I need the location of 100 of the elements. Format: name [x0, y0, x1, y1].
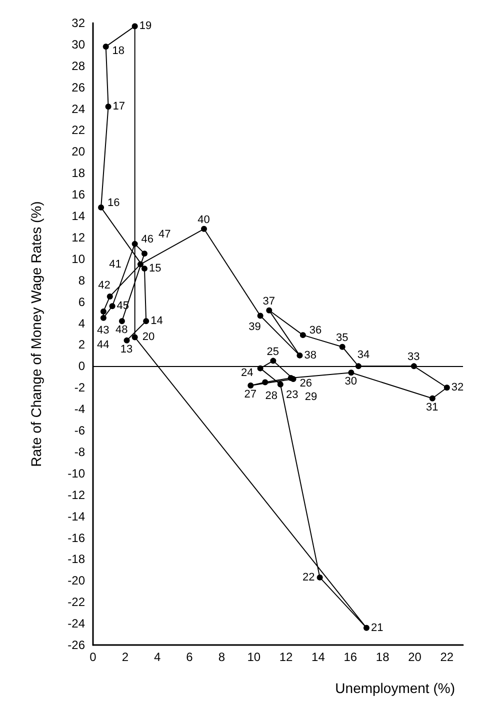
annotation: 38 [304, 349, 316, 362]
y-tick-label: -2 [74, 380, 86, 395]
y-tick-label: 30 [72, 37, 86, 52]
point [118, 318, 125, 324]
annotation: 33 [408, 351, 420, 364]
x-tick-label: 22 [440, 650, 454, 664]
annotation: 25 [266, 346, 280, 358]
point [141, 250, 148, 257]
x-tick-label: 18 [376, 650, 390, 664]
annotation: 41 [109, 258, 122, 270]
y-tick-label: -10 [68, 466, 86, 480]
point [98, 204, 104, 210]
point [270, 358, 276, 364]
x-tick-label: 12 [279, 650, 294, 664]
point [100, 308, 106, 314]
y-tick-label: 12 [72, 230, 86, 244]
annotation: 22 [302, 571, 315, 584]
x-tick-label: 6 [186, 650, 194, 664]
y-tick-label: -8 [74, 444, 86, 459]
y-tick-label: 14 [72, 209, 86, 224]
point [429, 395, 436, 402]
x-tick-label: 8 [218, 650, 226, 664]
point [105, 104, 112, 110]
annotation: 26 [300, 378, 312, 390]
annotation: 20 [142, 331, 155, 344]
annotation: 13 [120, 343, 133, 356]
annotation: 35 [336, 332, 348, 344]
annotation: 46 [141, 233, 154, 246]
annotation: 34 [357, 349, 370, 362]
point [339, 344, 346, 350]
point [100, 314, 106, 321]
y-tick-label: -4 [74, 402, 86, 416]
y-tick-label: 26 [72, 80, 86, 94]
annotation: 43 [97, 324, 110, 336]
point [106, 293, 113, 300]
point [348, 370, 354, 376]
y-tick-label: -24 [68, 616, 86, 631]
annotation: 15 [148, 262, 162, 275]
y-tick-label: -26 [68, 638, 86, 652]
point [124, 337, 130, 344]
annotation: 37 [262, 295, 275, 308]
x-tick-label: 20 [408, 650, 422, 664]
annotation: 47 [158, 228, 171, 240]
x-axis-title: Unemployment (%) [335, 680, 455, 696]
point [132, 334, 138, 340]
y-tick-label: 10 [72, 252, 86, 266]
annotation: 36 [309, 324, 322, 336]
annotation: 16 [107, 196, 120, 209]
x-tick-label: 4 [154, 650, 162, 664]
y-tick-label: 22 [72, 123, 86, 138]
annotation: 40 [198, 214, 210, 226]
y-tick-label: -22 [68, 595, 86, 610]
annotation: 29 [304, 391, 318, 404]
y-axis-title: Rate of Change of Money Wage Rates (%) [28, 201, 44, 467]
point [300, 332, 306, 338]
point [141, 266, 148, 272]
y-tick-label: -20 [68, 574, 86, 588]
y-tick-label: 2 [78, 338, 86, 352]
point [201, 226, 207, 232]
point [137, 261, 144, 268]
x-tick-label: 14 [312, 650, 326, 664]
x-tick-label: 0 [90, 650, 97, 664]
y-tick-label: 6 [78, 294, 86, 309]
annotation: 14 [150, 315, 163, 328]
point [296, 352, 303, 358]
y-tick-label: 16 [72, 188, 86, 202]
y-tick-label: 4 [78, 316, 86, 330]
point [132, 23, 138, 30]
annotation: 21 [370, 622, 384, 634]
x-tick-label: 2 [122, 650, 129, 664]
point [109, 303, 116, 310]
annotation: 17 [112, 100, 126, 113]
y-tick-label: 28 [72, 58, 86, 73]
annotation: 30 [344, 376, 358, 388]
annotation: 39 [248, 320, 261, 333]
y-tick-label: 32 [72, 16, 86, 30]
y-tick-label: -6 [74, 424, 86, 438]
annotation: 44 [97, 338, 110, 351]
y-tick-label: 8 [78, 273, 86, 288]
point [262, 379, 268, 386]
annotation: 48 [116, 324, 128, 336]
annotation: 18 [112, 45, 125, 58]
x-tick-label: 10 [247, 650, 261, 664]
annotation: 24 [241, 366, 254, 379]
point [316, 574, 323, 580]
point [363, 624, 370, 631]
point [143, 318, 150, 324]
point [277, 381, 284, 388]
y-tick-label: 20 [72, 144, 86, 159]
y-tick-label: 24 [72, 102, 86, 116]
annotation: 23 [286, 389, 298, 402]
point [132, 240, 138, 247]
x-tick-label: 16 [344, 650, 358, 664]
point [257, 312, 264, 319]
point [266, 307, 272, 314]
annotation: 42 [98, 279, 110, 292]
annotation: 27 [244, 388, 256, 400]
annotation: 19 [139, 20, 152, 32]
y-tick-label: 0 [78, 359, 86, 374]
y-tick-label: -18 [68, 552, 86, 566]
